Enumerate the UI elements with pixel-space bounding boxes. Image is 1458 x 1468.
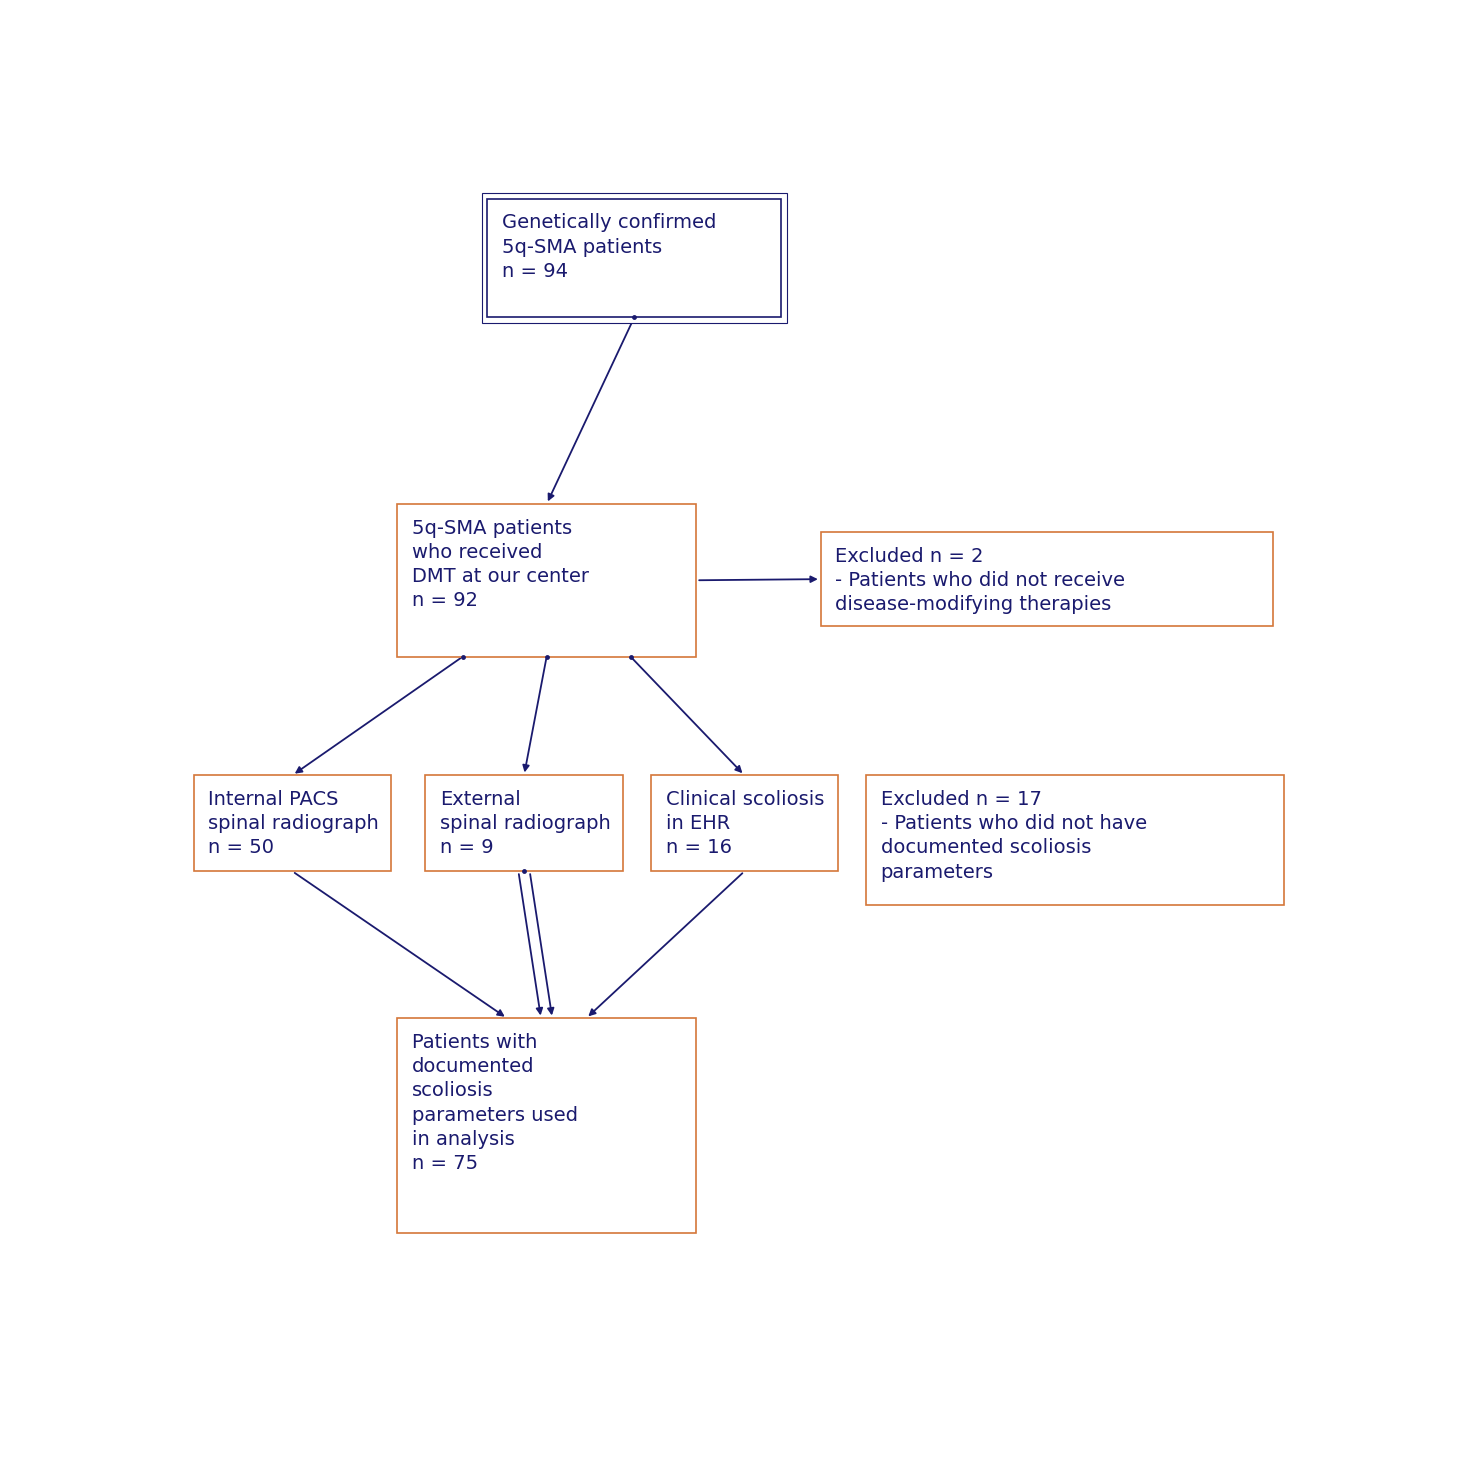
Bar: [194, 775, 391, 872]
Text: External
spinal radiograph
n = 9: External spinal radiograph n = 9: [440, 790, 611, 857]
Bar: [426, 775, 623, 872]
Text: Internal PACS
spinal radiograph
n = 50: Internal PACS spinal radiograph n = 50: [208, 790, 379, 857]
Text: Clinical scoliosis
in EHR
n = 16: Clinical scoliosis in EHR n = 16: [666, 790, 824, 857]
Text: Patients with
documented
scoliosis
parameters used
in analysis
n = 75: Patients with documented scoliosis param…: [411, 1033, 577, 1173]
Text: Excluded n = 17
- Patients who did not have
documented scoliosis
parameters: Excluded n = 17 - Patients who did not h…: [881, 790, 1146, 882]
Bar: [652, 775, 837, 872]
Text: Excluded n = 2
- Patients who did not receive
disease-modifying therapies: Excluded n = 2 - Patients who did not re…: [835, 548, 1126, 615]
Bar: [397, 504, 697, 656]
Bar: [487, 198, 781, 317]
Bar: [481, 194, 787, 323]
Bar: [866, 775, 1284, 906]
Bar: [397, 1019, 697, 1233]
Text: Genetically confirmed
5q-SMA patients
n = 94: Genetically confirmed 5q-SMA patients n …: [502, 213, 716, 280]
Text: 5q-SMA patients
who received
DMT at our center
n = 92: 5q-SMA patients who received DMT at our …: [411, 518, 589, 611]
Bar: [821, 533, 1273, 625]
